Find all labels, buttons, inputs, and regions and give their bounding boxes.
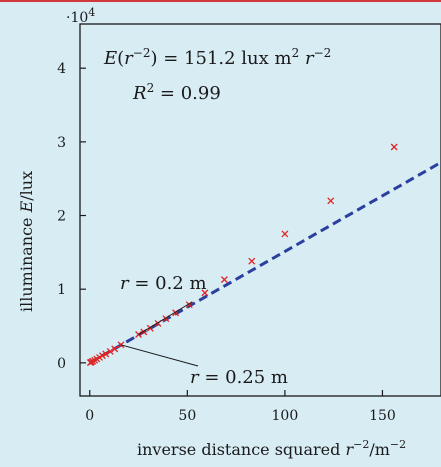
data-point-0-6 xyxy=(98,352,106,360)
data-point-0-2 xyxy=(89,357,97,365)
data-point-0-9 xyxy=(111,345,119,353)
annotation-leader-0 xyxy=(138,301,193,335)
data-point-0-23 xyxy=(390,143,398,151)
x-axis: 0 50 100 150 xyxy=(85,390,396,424)
annotation-leader-1 xyxy=(120,344,199,367)
x-tick-label-3: 150 xyxy=(369,408,396,424)
fit-line xyxy=(89,161,441,365)
annotation-label-1: r = 0.25 m xyxy=(190,367,288,388)
y-tick-label-2: 2 xyxy=(57,209,66,225)
x-tick-label-0: 0 xyxy=(85,408,94,424)
y-tick-label-4: 4 xyxy=(57,61,66,77)
y-tick-label-0: 0 xyxy=(57,356,66,372)
x-tick-label-2: 100 xyxy=(272,408,299,424)
x-axis-title: inverse distance squared r−2/m−2 xyxy=(137,438,406,459)
plot-frame xyxy=(79,23,441,397)
y-axis: 0 1 2 3 4 xyxy=(57,61,86,372)
y-axis-title: illuminance E/lux xyxy=(17,171,36,312)
marks-layer xyxy=(86,143,398,367)
data-point-0-8 xyxy=(106,347,114,355)
annotation-label-0: r = 0.2 m xyxy=(120,273,207,294)
y-scale-factor: ·104 xyxy=(66,6,95,26)
annotation-layer: r = 0.2 m r = 0.25 m xyxy=(120,273,288,388)
data-point-0-7 xyxy=(102,350,110,358)
y-tick-label-1: 1 xyxy=(57,282,66,298)
plot-area: r = 0.2 m r = 0.25 m xyxy=(79,23,441,397)
data-point-0-19 xyxy=(220,276,228,284)
r-squared-label: R2 = 0.99 xyxy=(132,81,221,104)
fit-equation: E(r−2) = 151.2 lux m2 r−2 xyxy=(103,46,331,69)
y-tick-label-3: 3 xyxy=(57,135,66,151)
data-point-0-22 xyxy=(327,197,335,205)
data-point-0-18 xyxy=(201,289,209,297)
data-point-0-20 xyxy=(248,257,256,265)
x-tick-label-1: 50 xyxy=(178,408,196,424)
fit-layer xyxy=(89,161,441,365)
data-point-0-21 xyxy=(281,230,289,238)
